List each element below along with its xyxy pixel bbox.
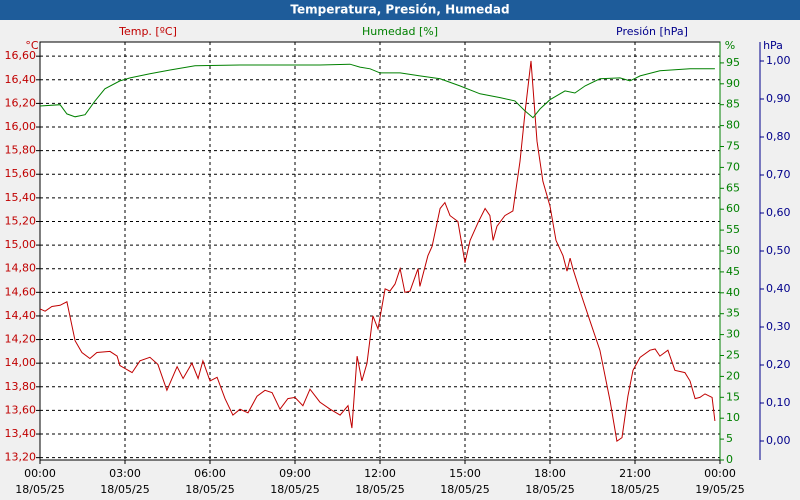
y-tick-label: 13,80 <box>5 380 37 393</box>
y2-tick-label: 65 <box>726 181 740 194</box>
y3-unit: hPa <box>763 39 783 52</box>
x-tick-label: 21:00 <box>619 467 651 480</box>
x-tick-date: 18/05/25 <box>270 483 319 496</box>
y3-tick-label: 0,10 <box>766 396 791 409</box>
y3-tick-label: 0,40 <box>766 282 791 295</box>
y3-tick-label: 0,30 <box>766 320 791 333</box>
x-tick-label: 12:00 <box>364 467 396 480</box>
y-tick-label: 16,40 <box>5 73 37 86</box>
x-tick-date: 18/05/25 <box>100 483 149 496</box>
x-tick-label: 00:00 <box>704 467 736 480</box>
legend-entry: Temp. [ºC] <box>118 25 177 38</box>
y2-tick-label: 30 <box>726 328 740 341</box>
y2-tick-label: 50 <box>726 244 740 257</box>
x-tick-date: 18/05/25 <box>355 483 404 496</box>
y3-tick-label: 0,90 <box>766 92 791 105</box>
x-tick-label: 00:00 <box>24 467 56 480</box>
x-tick-date: 19/05/25 <box>695 483 744 496</box>
y2-tick-label: 40 <box>726 286 740 299</box>
y2-tick-label: 25 <box>726 349 740 362</box>
y-tick-label: 16,20 <box>5 96 37 109</box>
legend-entry: Presión [hPa] <box>616 25 688 38</box>
y-tick-label: 15,80 <box>5 144 37 157</box>
y2-tick-label: 55 <box>726 223 740 236</box>
x-tick-label: 15:00 <box>449 467 481 480</box>
y-tick-label: 13,20 <box>5 451 37 464</box>
y2-tick-label: 80 <box>726 119 740 132</box>
y-tick-label: 16,00 <box>5 120 37 133</box>
y-tick-label: 14,60 <box>5 285 37 298</box>
y3-tick-label: 1,00 <box>766 54 791 67</box>
y2-tick-label: 35 <box>726 307 740 320</box>
y3-tick-label: 0,50 <box>766 244 791 257</box>
y-tick-label: 14,40 <box>5 309 37 322</box>
y-tick-label: 15,60 <box>5 167 37 180</box>
y2-tick-label: 15 <box>726 390 740 403</box>
y2-tick-label: 45 <box>726 265 740 278</box>
x-tick-label: 09:00 <box>279 467 311 480</box>
y2-tick-label: 0 <box>726 453 733 466</box>
y2-tick-label: 90 <box>726 77 740 90</box>
legend-entry: Humedad [%] <box>362 25 438 38</box>
x-tick-date: 18/05/25 <box>185 483 234 496</box>
y2-tick-label: 75 <box>726 140 740 153</box>
y-tick-label: 16,60 <box>5 49 37 62</box>
x-tick-label: 18:00 <box>534 467 566 480</box>
y3-tick-label: 0,60 <box>766 206 791 219</box>
y3-tick-label: 0,70 <box>766 168 791 181</box>
y2-tick-label: 5 <box>726 432 733 445</box>
x-tick-label: 06:00 <box>194 467 226 480</box>
y-tick-label: 15,20 <box>5 214 37 227</box>
y2-tick-label: 60 <box>726 202 740 215</box>
y-tick-label: 13,60 <box>5 403 37 416</box>
y-tick-label: 14,00 <box>5 356 37 369</box>
x-tick-date: 18/05/25 <box>525 483 574 496</box>
y3-tick-label: 0,20 <box>766 358 791 371</box>
y-tick-label: 14,80 <box>5 262 37 275</box>
y3-tick-label: 0,80 <box>766 130 791 143</box>
line-series <box>39 63 715 119</box>
title-bar <box>0 0 800 20</box>
x-tick-label: 03:00 <box>109 467 141 480</box>
y2-tick-label: 70 <box>726 160 740 173</box>
y2-tick-label: 85 <box>726 98 740 111</box>
y2-tick-label: 10 <box>726 411 740 424</box>
y-tick-label: 15,00 <box>5 238 37 251</box>
y-tick-label: 13,40 <box>5 427 37 440</box>
x-tick-date: 18/05/25 <box>440 483 489 496</box>
y-tick-label: 15,40 <box>5 191 37 204</box>
x-tick-date: 18/05/25 <box>610 483 659 496</box>
chart-title: Temperatura, Presión, Humedad <box>290 3 509 17</box>
y2-unit: % <box>725 39 735 52</box>
y3-tick-label: 0,00 <box>766 434 791 447</box>
y-unit: °C <box>25 39 39 52</box>
line-series <box>39 60 716 442</box>
x-tick-date: 18/05/25 <box>15 483 64 496</box>
y2-tick-label: 95 <box>726 56 740 69</box>
y2-tick-label: 20 <box>726 369 740 382</box>
y-tick-label: 14,20 <box>5 333 37 346</box>
